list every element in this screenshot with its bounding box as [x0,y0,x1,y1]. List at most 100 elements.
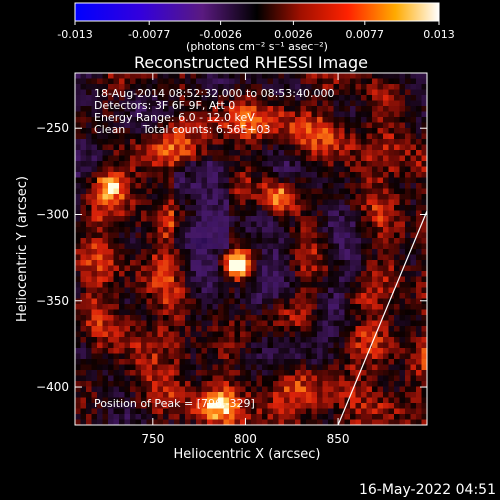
heatmap-cell [223,111,230,118]
heatmap-cell [295,84,301,90]
heatmap-cell [421,166,427,173]
heatmap-cell [113,282,120,288]
heatmap-cell [234,320,241,327]
heatmap-cell [372,260,378,266]
heatmap-cell [152,106,158,112]
heatmap-cell [300,315,307,321]
heatmap-cell [394,254,400,261]
heatmap-cell [97,227,103,233]
heatmap-cell [251,392,257,398]
heatmap-cell [405,177,411,184]
heatmap-cell [394,111,400,118]
heatmap-cell [174,265,180,272]
heatmap-cell [383,364,389,371]
heatmap-cell [333,161,340,167]
heatmap-cell [344,122,351,129]
heatmap-cell [240,320,246,327]
heatmap-cell [80,177,87,184]
heatmap-cell [295,326,301,332]
heatmap-cell [168,150,175,156]
heatmap-cell [240,221,246,228]
heatmap-cell [399,221,406,228]
heatmap-cell [295,260,301,266]
heatmap-cell [245,106,252,112]
heatmap-cell [339,199,345,206]
heatmap-cell [372,265,378,272]
heatmap-cell [344,194,351,200]
heatmap-cell [91,128,98,134]
heatmap-cell [262,342,268,349]
colorbar-tick-label: -0.0026 [199,28,241,41]
heatmap-cell [218,386,224,393]
heatmap-cell [135,100,142,107]
heatmap-cell [399,298,406,305]
heatmap-cell [113,183,120,189]
heatmap-cell [251,232,257,239]
heatmap-cell [130,205,136,211]
heatmap-cell [421,309,427,316]
heatmap-cell [267,364,274,371]
heatmap-cell [168,89,175,96]
heatmap-cell [361,304,367,310]
heatmap-cell [273,111,279,118]
heatmap-cell [405,381,411,387]
heatmap-cell [146,249,153,255]
heatmap-cell [207,73,213,79]
heatmap-cell [333,73,340,79]
heatmap-cell [339,144,345,151]
heatmap-cell [372,232,378,239]
heatmap-cell [124,155,131,162]
heatmap-cell [344,370,351,376]
heatmap-cell [361,205,367,211]
heatmap-cell [207,276,213,283]
heatmap-cell [152,392,158,398]
heatmap-cell [185,73,191,79]
heatmap-cell [75,100,81,107]
heatmap-cell [168,100,175,107]
heatmap-cell [273,95,279,101]
heatmap-cell [179,282,186,288]
heatmap-cell [102,249,109,255]
heatmap-cell [333,227,340,233]
heatmap-cell [185,205,191,211]
heatmap-cell [306,111,312,118]
heatmap-cell [300,166,307,173]
heatmap-cell [251,419,257,425]
heatmap-cell [366,84,373,90]
heatmap-cell [119,238,125,244]
heatmap-cell [223,249,230,255]
heatmap-cell [240,419,246,425]
heatmap-cell [179,177,186,184]
heatmap-cell [229,117,235,123]
heatmap-cell [80,414,87,420]
heatmap-cell [361,221,367,228]
heatmap-cell [289,188,296,195]
heatmap-cell [416,128,422,134]
heatmap-cell [223,177,230,184]
heatmap-cell [168,221,175,228]
heatmap-cell [130,287,136,294]
heatmap-cell [311,155,318,162]
heatmap-cell [306,133,312,140]
heatmap-cell [322,139,329,145]
heatmap-cell [108,298,114,305]
heatmap-cell [267,210,274,217]
heatmap-cell [251,293,257,299]
heatmap-cell [113,370,120,376]
heatmap-cell [179,238,186,244]
heatmap-cell [383,276,389,283]
heatmap-cell [119,331,125,338]
heatmap-cell [300,419,307,425]
heatmap-cell [102,111,109,118]
heatmap-cell [322,276,329,283]
heatmap-cell [410,150,417,156]
heatmap-cell [284,166,290,173]
heatmap-cell [284,106,290,112]
heatmap-cell [174,172,180,178]
heatmap-cell [212,293,219,299]
heatmap-cell [361,95,367,101]
heatmap-cell [218,271,224,277]
heatmap-cell [328,133,334,140]
heatmap-cell [201,282,208,288]
heatmap-cell [223,386,230,393]
